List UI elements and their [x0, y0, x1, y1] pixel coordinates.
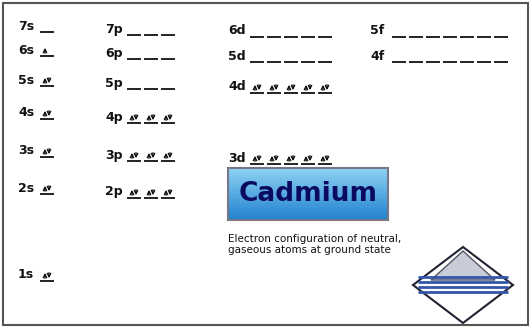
Bar [228, 219, 388, 220]
Bar [228, 192, 388, 193]
Bar [228, 171, 388, 172]
Bar [228, 216, 388, 217]
Text: 6s: 6s [18, 44, 34, 56]
Text: 6d: 6d [228, 25, 245, 37]
Text: 6p: 6p [105, 47, 123, 59]
Text: 7p: 7p [105, 23, 123, 35]
Text: Cadmium: Cadmium [238, 181, 378, 207]
Bar [228, 189, 388, 190]
Bar [228, 203, 388, 204]
Bar [228, 186, 388, 188]
Bar [228, 182, 388, 184]
Text: 3s: 3s [18, 145, 34, 157]
Text: 2p: 2p [105, 186, 123, 198]
Bar [228, 208, 388, 210]
Text: 4p: 4p [105, 111, 123, 124]
Bar [228, 177, 388, 178]
Text: 5p: 5p [105, 76, 123, 90]
Bar [228, 178, 388, 180]
Bar [228, 199, 388, 200]
Bar [228, 185, 388, 186]
Text: 5s: 5s [18, 73, 34, 87]
Bar [228, 176, 388, 177]
Bar [228, 184, 388, 185]
Bar [228, 198, 388, 199]
Text: 5f: 5f [370, 25, 384, 37]
Bar [228, 180, 388, 181]
Bar [228, 169, 388, 171]
Bar [228, 188, 388, 189]
Text: Electron configuration of neutral,: Electron configuration of neutral, [228, 234, 401, 244]
Bar [228, 202, 388, 203]
Polygon shape [431, 251, 495, 280]
Bar [228, 212, 388, 214]
Bar [228, 214, 388, 215]
Bar [228, 210, 388, 211]
Bar [228, 206, 388, 207]
Bar [228, 211, 388, 212]
Text: 3d: 3d [228, 152, 245, 165]
Bar [228, 193, 388, 194]
Text: 4f: 4f [370, 50, 384, 63]
Bar [228, 215, 388, 216]
Text: 7s: 7s [18, 19, 34, 32]
Bar [228, 207, 388, 208]
Bar [228, 181, 388, 182]
Bar [228, 195, 388, 196]
Text: gaseous atoms at ground state: gaseous atoms at ground state [228, 245, 391, 255]
Bar [228, 196, 388, 198]
Bar [228, 200, 388, 202]
Bar [228, 194, 388, 195]
Bar [228, 168, 388, 220]
Bar [228, 217, 388, 219]
Bar [228, 172, 388, 173]
Bar [228, 190, 388, 192]
Text: 2s: 2s [18, 181, 34, 195]
Text: 4s: 4s [18, 107, 34, 119]
Bar [228, 174, 388, 176]
Text: 4d: 4d [228, 80, 246, 93]
Text: 5d: 5d [228, 50, 246, 63]
Bar [228, 173, 388, 174]
Text: 3p: 3p [105, 149, 123, 161]
Text: 1s: 1s [18, 269, 34, 281]
Bar [228, 168, 388, 169]
Bar [228, 204, 388, 206]
